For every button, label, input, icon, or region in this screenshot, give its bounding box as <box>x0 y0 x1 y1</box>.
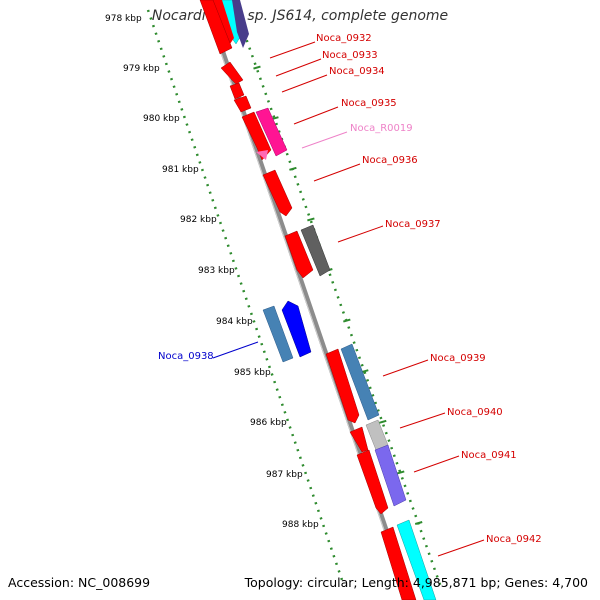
tick-mark <box>307 217 315 222</box>
tick-label-980: 980 kbp <box>143 114 180 124</box>
leader-0941 <box>413 455 460 473</box>
gene-label-0936[interactable]: Noca_0936 <box>362 155 418 166</box>
leader-0936 <box>313 163 361 182</box>
gene-label-0942[interactable]: Noca_0942 <box>486 534 542 545</box>
gene-label-0932[interactable]: Noca_0932 <box>316 33 372 44</box>
tick-mark <box>253 65 261 70</box>
leader-0939 <box>382 359 429 377</box>
blue-features <box>262 300 312 363</box>
gene-arrow-0939a[interactable] <box>340 343 380 421</box>
gene-arrow-0932[interactable] <box>199 0 233 55</box>
label-leaders <box>212 41 485 557</box>
gene-label-0941[interactable]: Noca_0941 <box>461 450 517 461</box>
gene-label-0934[interactable]: Noca_0934 <box>329 66 385 77</box>
gene-arrow-0937[interactable] <box>284 230 314 279</box>
leader-0940 <box>399 412 446 429</box>
tick-label-982: 982 kbp <box>180 215 217 225</box>
gene-label-0940[interactable]: Noca_0940 <box>447 407 503 418</box>
genome-stats: Topology: circular; Length: 4,985,871 bp… <box>244 575 588 590</box>
tick-mark <box>378 419 387 424</box>
gene-labels: Noca_0932 Noca_0933 Noca_0934 Noca_0935 … <box>158 33 542 545</box>
genome-backbone-highlight <box>202 0 409 600</box>
inner-tick-track <box>234 9 444 591</box>
gene-arrow-0941[interactable] <box>356 449 389 515</box>
accession-text: Accession: NC_008699 <box>8 575 150 590</box>
gene-arrow-0932b[interactable] <box>232 0 249 48</box>
tick-label-986: 986 kbp <box>250 418 287 428</box>
tick-mark <box>396 470 405 475</box>
gene-arrow-0934a[interactable] <box>229 82 245 100</box>
red-strand-features <box>199 0 417 600</box>
leader-0932 <box>269 41 316 59</box>
gene-arrow-0935a[interactable] <box>255 107 288 157</box>
gene-label-0933[interactable]: Noca_0933 <box>322 50 378 61</box>
forward-strand-features <box>211 0 437 600</box>
tick-label-984: 984 kbp <box>216 317 253 327</box>
tick-label-983: 983 kbp <box>198 266 235 276</box>
gene-arrow-0940[interactable] <box>349 426 369 453</box>
tick-label-978: 978 kbp <box>105 14 142 24</box>
tick-mark <box>414 521 423 525</box>
gene-label-0939[interactable]: Noca_0939 <box>430 353 486 364</box>
outer-tick-track <box>146 9 344 581</box>
gene-arrow-0934b[interactable] <box>233 95 252 113</box>
gene-arrow-R0019[interactable] <box>256 150 268 160</box>
gene-arrow-0942[interactable] <box>380 526 417 600</box>
gene-arrow-0941a[interactable] <box>374 444 407 507</box>
tick-label-988: 988 kbp <box>282 520 319 530</box>
tick-label-985: 985 kbp <box>234 368 271 378</box>
tick-label-981: 981 kbp <box>162 165 199 175</box>
gene-arrow-0936[interactable] <box>262 169 293 217</box>
gene-arrow-0939[interactable] <box>325 348 360 424</box>
gene-arrow-0938[interactable] <box>281 300 312 358</box>
gene-arrow-0942a[interactable] <box>396 519 437 600</box>
gene-arrow-0933[interactable] <box>220 61 244 85</box>
gene-label-0938[interactable]: Noca_0938 <box>158 351 214 362</box>
leader-0937 <box>337 225 384 243</box>
leader-0942 <box>437 539 485 557</box>
gene-label-0935[interactable]: Noca_0935 <box>341 98 397 109</box>
tick-label-group: 978 kbp 979 kbp 980 kbp 981 kbp 982 kbp … <box>105 14 319 530</box>
accession-value: NC_008699 <box>78 575 151 590</box>
gene-arrow-0940a[interactable] <box>365 419 389 451</box>
tick-label-979: 979 kbp <box>123 64 160 74</box>
leader-0933 <box>275 58 322 77</box>
leader-0935 <box>293 106 339 125</box>
gene-label-0937[interactable]: Noca_0937 <box>385 219 441 230</box>
tick-label-987: 987 kbp <box>266 470 303 480</box>
leader-R0019 <box>301 131 348 149</box>
leader-0938 <box>212 341 259 359</box>
tick-mark <box>343 318 351 323</box>
gene-label-R0019[interactable]: Noca_R0019 <box>350 123 413 134</box>
tick-mark <box>289 166 297 171</box>
leader-0934 <box>281 74 328 93</box>
accession-label: Accession: <box>8 575 75 590</box>
gene-arrow-0937a[interactable] <box>300 224 331 277</box>
gene-arrow-0938a[interactable] <box>262 305 294 363</box>
